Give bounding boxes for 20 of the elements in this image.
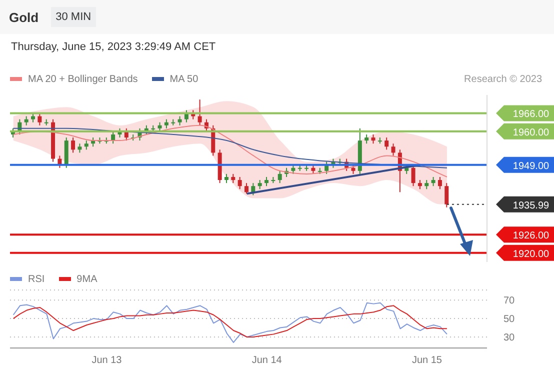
y-tick-label: 1926.00: [512, 230, 550, 242]
y-tick-label: 30: [503, 332, 515, 344]
chart-title: Gold: [9, 10, 39, 24]
legend-label: MA 20 + Bollinger Bands: [28, 74, 138, 84]
text: 30 MIN: [50, 7, 96, 27]
y-tick-label: 50: [503, 314, 515, 326]
legend-label: RSI: [28, 274, 45, 284]
legend-label: MA 50: [170, 74, 198, 84]
x-tick-label: Jun 14: [252, 355, 282, 366]
x-tick-label: Jun 15: [412, 355, 442, 366]
y-tick-label: 1966.00: [512, 109, 550, 120]
y-tick-label: 1960.00: [512, 127, 550, 138]
chart-subtitle: Thursday, June 15, 2023 3:29:49 AM CET: [10, 40, 217, 55]
y-tick-label: 1935.99: [512, 200, 550, 212]
legend-label: 9MA: [76, 274, 98, 284]
text: Research © 2023: [464, 74, 542, 84]
y-tick-label: 1949.00: [512, 160, 550, 172]
y-tick-label: 1920.00: [512, 248, 550, 260]
y-tick-label: 70: [503, 296, 515, 307]
x-tick-label: Jun 13: [92, 355, 122, 366]
